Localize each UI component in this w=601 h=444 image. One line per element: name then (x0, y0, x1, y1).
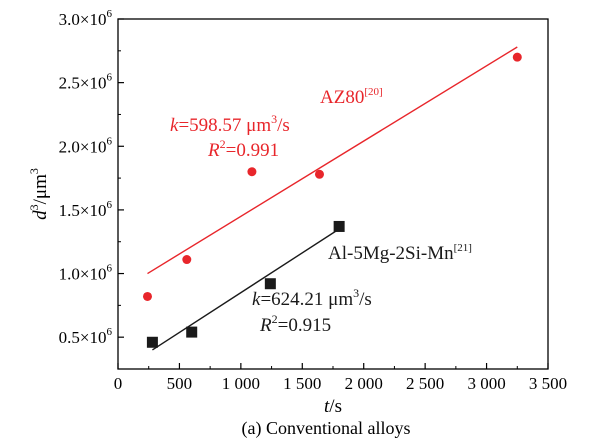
series-label-az80: AZ80[20] (320, 86, 383, 108)
plot-frame (117, 18, 549, 370)
x-tick-label: 3 000 (467, 374, 505, 393)
x-axis-title: t/s (324, 396, 342, 417)
point-almgsi (333, 220, 345, 232)
y-tick-label: 2.0×106 (59, 135, 113, 156)
x-tick-label: 3 500 (529, 374, 567, 393)
point-az80 (314, 169, 324, 179)
point-almgsi (264, 278, 276, 290)
point-az80 (182, 255, 192, 265)
y-axis: 0.5×106 1.0×106 1.5×106 2.0×106 2.5×106 3.0×1… (59, 8, 124, 370)
x-tick-label: 2 000 (345, 374, 383, 393)
y-tick-label: 1.5×106 (59, 199, 113, 220)
series-label-almgsi: Al-5Mg-2Si-Mn[21] (328, 242, 472, 264)
x-tick-label: 1 500 (283, 374, 321, 393)
k-label-almgsi: k=624.21 μm3/s (252, 286, 372, 310)
caption: (a) Conventional alloys (242, 418, 411, 439)
y-tick-label: 2.5×106 (59, 72, 113, 93)
fit-line-az80 (147, 46, 518, 275)
r2-label-az80: R2=0.991 (207, 137, 279, 161)
y-tick-label: 0.5×106 (59, 326, 113, 347)
point-almgsi (146, 336, 158, 348)
x-tick-label: 500 (167, 374, 193, 393)
y-tick-label: 3.0×106 (59, 8, 113, 29)
point-almgsi (186, 326, 198, 338)
x-axis: 0 500 1 000 1 500 2 000 2 500 3 000 3 500 (114, 363, 567, 393)
y-tick-label: 1.0×106 (59, 263, 113, 284)
point-az80 (142, 291, 152, 301)
point-az80 (512, 52, 522, 62)
data-points (142, 52, 522, 348)
point-az80 (247, 167, 257, 177)
x-tick-label: 1 000 (222, 374, 260, 393)
k-label-az80: k=598.57 μm3/s (170, 112, 290, 136)
x-tick-label: 0 (114, 374, 123, 393)
fit-line-almgsi (152, 228, 340, 351)
y-axis-title-exp: 3 (27, 204, 41, 210)
x-tick-label: 2 500 (406, 374, 444, 393)
fit-lines (147, 46, 518, 351)
y-axis-title: d3/μm3 (27, 168, 51, 220)
r2-label-almgsi: R2=0.915 (259, 312, 331, 336)
